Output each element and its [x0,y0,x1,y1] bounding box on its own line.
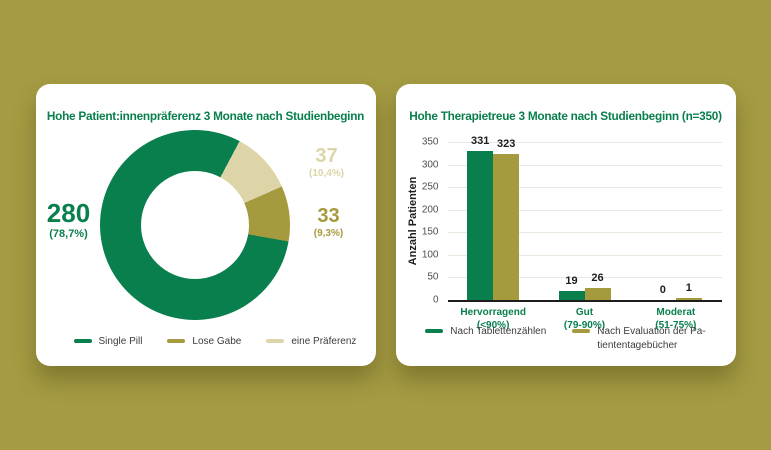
y-tick-label: 150 [421,226,439,238]
donut-callout-value: 280 [46,198,91,228]
bar-plot-area: 0 50 100 150 200 250 300 350 331 323 Hervorragend … [422,135,722,331]
legend-label: eine Präferenz [291,335,357,347]
legend-color-swatch [167,338,186,343]
legend-label: Single Pill [98,335,143,347]
bar-chart-card: Hohe Therapietreue 3 Monate nach Studien… [395,84,736,366]
y-tick-label: 100 [421,249,439,261]
bar-series0-cat0 [467,150,494,300]
gridline [447,187,722,189]
legend-item: Lose Gabe [167,335,241,349]
legend-color-swatch [73,338,92,343]
legend-color-swatch [425,329,444,333]
bar-value-label: 331 [470,134,490,147]
bar-series0-cat1 [558,291,585,300]
gridline [447,209,722,211]
legend-color-swatch [266,338,285,343]
donut-callout-lose-gabe: 33 (9,3%) [294,206,364,239]
x-category-label: Hervorragend (<90%) [460,307,526,331]
y-tick-label: 50 [427,271,439,283]
bar-series1-cat1 [584,288,611,300]
gridline [447,142,722,143]
bar-series1-cat0 [493,154,520,300]
y-axis-label: Anzahl Patienten [406,176,419,266]
y-tick-label: 250 [421,181,439,193]
bar-legend: Nach Tablettenzählen Nach Evaluation der … [396,325,736,352]
donut-callout-percent: (10,4%) [308,168,344,179]
gridline [447,254,722,256]
donut-callout-single-pill: 280 (78,7%) [38,200,100,240]
bar-value-label: 1 [685,281,692,294]
donut-chart-card: Hohe Patient:innenpräferenz 3 Monate nac… [35,84,376,366]
donut-callout-percent: (9,3%) [313,228,344,239]
legend-label: Nach Tablettenzählen [450,326,547,337]
y-tick-label: 350 [421,136,439,148]
donut-chart: 280 (78,7%) 37 (10,4%) 33 (9,3%) [36,120,376,326]
donut-callout-percent: (78,7%) [49,228,88,240]
y-tick-label: 300 [421,159,439,171]
legend-label: Lose Gabe [192,335,242,347]
legend-item: Nach Tablettenzählen [425,325,546,339]
bar-value-label: 0 [659,284,666,296]
donut-hole [140,171,249,279]
x-category-label: Moderat (51-75%) [655,307,697,331]
y-tick-label: 200 [421,204,439,216]
donut-card-title: Hohe Patient:innenpräferenz 3 Monate nac… [46,108,365,123]
donut-callout-value: 37 [315,145,338,167]
donut-callout-value: 33 [317,205,340,227]
y-tick-label: 0 [432,294,439,306]
bar-value-label: 26 [591,272,604,285]
legend-item: eine Präferenz [266,335,356,349]
legend-item: Single Pill [73,335,143,349]
gridline [447,277,722,279]
x-category-label: Gut (79-90%) [563,307,606,331]
gridline [447,164,722,166]
bar-value-label: 323 [496,138,516,151]
legend-label: Nach Evaluation der Pa- tiententagebüche… [597,326,706,351]
bar-card-title: Hohe Therapietreue 3 Monate nach Studien… [409,108,722,123]
bar-series1-cat2 [675,297,702,300]
donut-callout-keine-praeferenz: 37 (10,4%) [292,146,362,179]
gridline [447,232,722,234]
legend-item: Nach Evaluation der Pa- tiententagebüche… [572,325,706,352]
donut-legend: Single Pill Lose Gabe eine Präferenz [73,335,356,349]
legend-color-swatch [572,329,591,333]
bar-value-label: 19 [565,275,578,288]
donut-ring [99,130,290,320]
